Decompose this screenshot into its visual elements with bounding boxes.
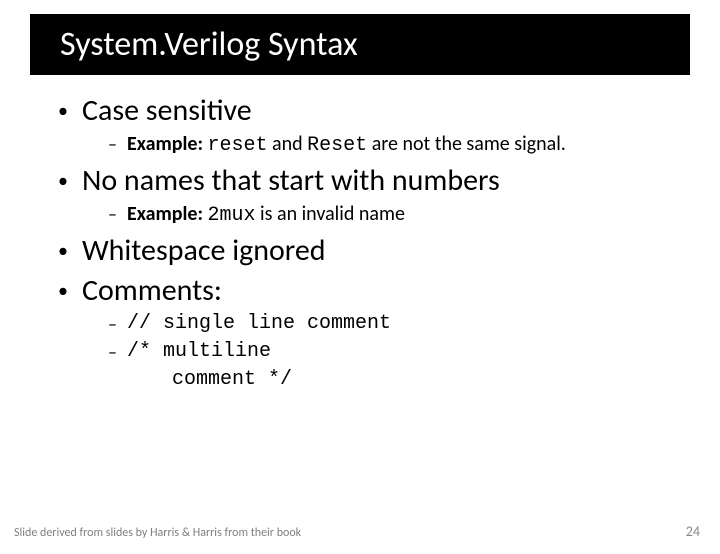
dash-icon: – [108,339,117,365]
sub-bullet-multi-comment: – /* multiline [108,339,690,365]
dash-icon: – [108,201,117,227]
code-2mux: 2mux [208,204,256,227]
bullet-no-numbers: • No names that start with numbers [58,163,690,199]
code-reset-lower: reset [208,134,268,157]
example-label: Example: [127,202,203,226]
sub-bullet-text: Example: 2mux is an invalid name [127,201,405,229]
sub-bullet-text: Example: reset and Reset are not the sam… [127,131,566,159]
slide-title: System.Verilog Syntax [30,14,690,75]
bullet-dot-icon: • [58,93,68,129]
text-and: and [268,132,308,156]
bullet-text: Case sensitive [82,93,252,129]
sub-bullet-example-reset: – Example: reset and Reset are not the s… [108,131,690,159]
dash-icon: – [108,131,117,157]
bullet-dot-icon: • [58,163,68,199]
sub-bullet-single-comment: – // single line comment [108,311,690,337]
bullet-whitespace: • Whitespace ignored [58,233,690,269]
bullet-comments: • Comments: [58,273,690,309]
code-single-comment: // single line comment [127,311,391,337]
example-label: Example: [127,132,203,156]
text-suffix: is an invalid name [256,202,405,226]
dash-icon: – [108,311,117,337]
footer-attribution: Slide derived from slides by Harris & Ha… [14,526,301,540]
sub-bullet-example-2mux: – Example: 2mux is an invalid name [108,201,690,229]
text-suffix: are not the same signal. [367,132,566,156]
slide-content: • Case sensitive – Example: reset and Re… [0,83,720,393]
bullet-dot-icon: • [58,273,68,309]
code-reset-upper: Reset [307,134,367,157]
page-number: 24 [686,523,700,540]
sub-bullet-multi-comment-cont: comment */ [136,367,690,393]
code-multi-comment-line1: /* multiline [127,339,271,365]
bullet-text: Comments: [82,273,222,309]
bullet-case-sensitive: • Case sensitive [58,93,690,129]
bullet-dot-icon: • [58,233,68,269]
bullet-text: No names that start with numbers [82,163,500,199]
code-multi-comment-line2: comment */ [136,368,292,391]
bullet-text: Whitespace ignored [82,233,326,269]
